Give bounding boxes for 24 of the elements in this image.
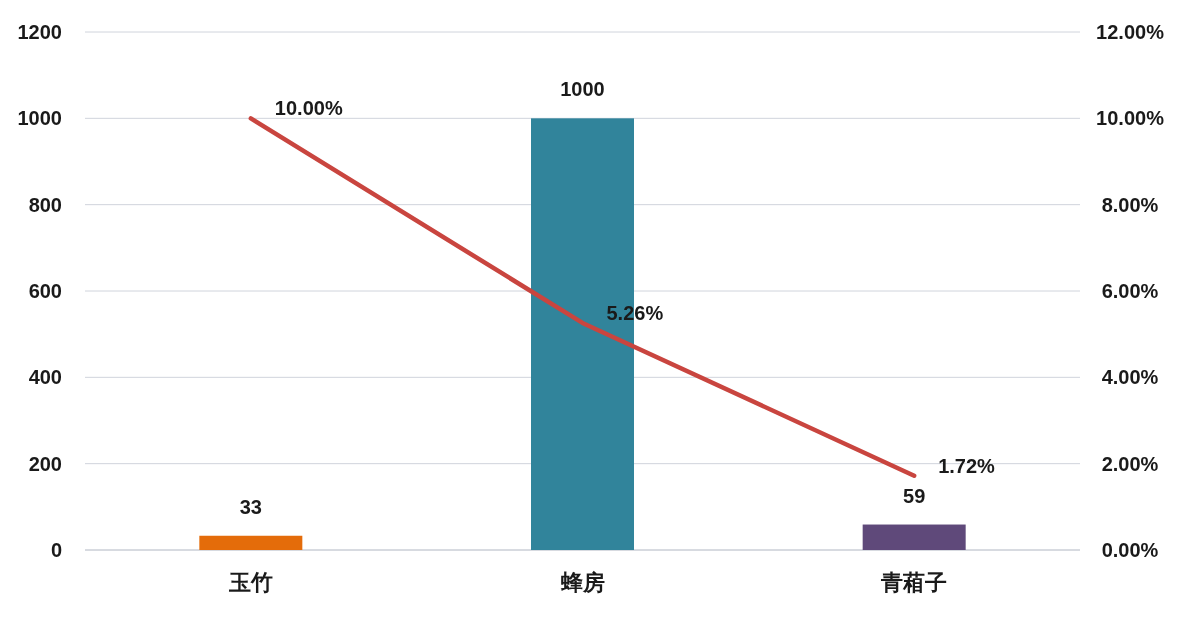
y2-tick-label: 2.00% bbox=[1101, 452, 1159, 475]
y2-tick-label: 10.00% bbox=[1096, 107, 1165, 130]
y2-tick-label: 6.00% bbox=[1101, 280, 1159, 302]
data-label: 1000 bbox=[560, 78, 605, 101]
y2-tick-label: 12.00% bbox=[1096, 21, 1165, 43]
y-tick-label: 1200 bbox=[17, 21, 62, 43]
y-tick-label: 400 bbox=[28, 366, 62, 389]
y2-tick-label: 0.00% bbox=[1101, 539, 1159, 561]
y-tick-label: 200 bbox=[28, 452, 62, 475]
y-tick-label: 1000 bbox=[17, 107, 62, 130]
data-label: 1.72% bbox=[938, 454, 996, 477]
x-tick-label: 蜂房 bbox=[559, 570, 605, 595]
data-label: 59 bbox=[903, 484, 926, 507]
y2-tick-label: 8.00% bbox=[1101, 193, 1159, 216]
data-label: 10.00% bbox=[274, 97, 343, 120]
bar bbox=[862, 524, 966, 550]
y-tick-label: 800 bbox=[28, 193, 62, 216]
bar bbox=[199, 535, 303, 550]
y2-tick-label: 4.00% bbox=[1101, 366, 1159, 389]
x-tick-label: 玉竹 bbox=[227, 570, 273, 595]
x-tick-label: 青葙子 bbox=[880, 570, 948, 595]
y-tick-label: 0 bbox=[50, 539, 62, 561]
y-tick-label: 600 bbox=[28, 280, 62, 302]
data-label: 33 bbox=[239, 495, 262, 518]
